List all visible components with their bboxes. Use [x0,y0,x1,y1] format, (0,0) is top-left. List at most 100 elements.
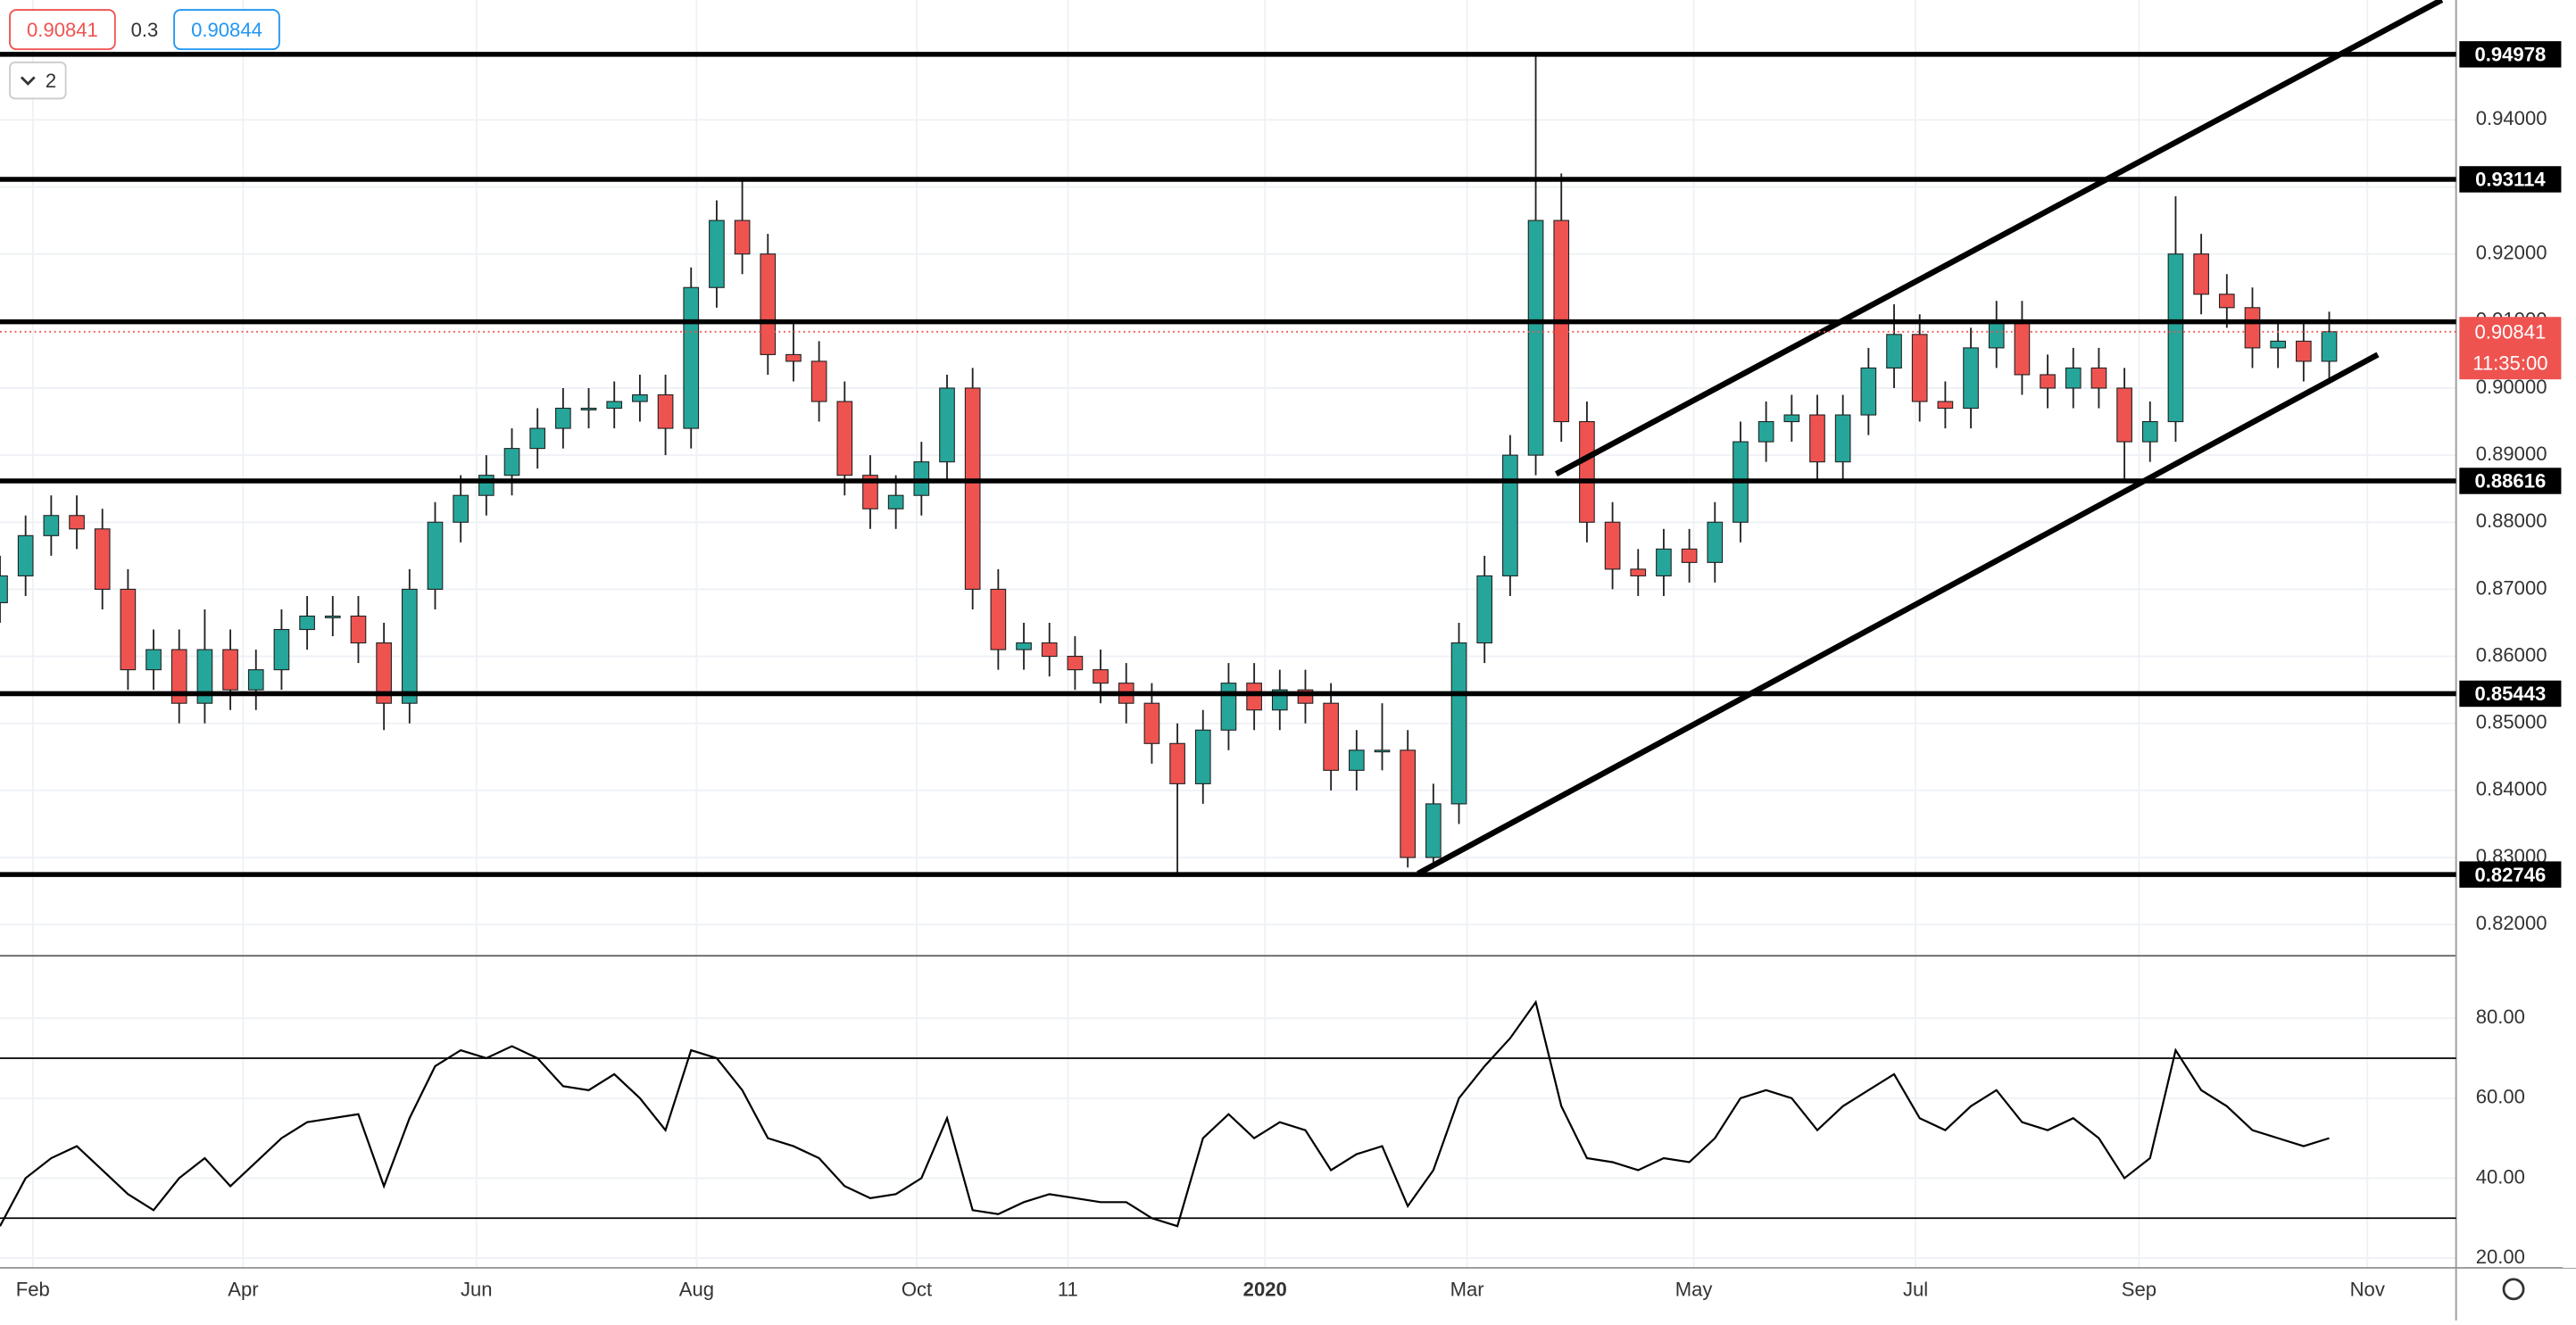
candle-body [1220,683,1237,731]
candle-body [1834,414,1851,463]
candle-body [427,521,444,590]
settings[interactable] [2502,1278,2525,1301]
candle-body [1783,414,1800,423]
candle-body [1681,548,1698,563]
candle-body [1476,575,1493,644]
candle-body [1348,749,1365,771]
x-tick-label: Oct [902,1279,932,1301]
candle-body [273,628,290,671]
candle-body [94,528,111,590]
pane-toggle[interactable] [9,62,67,100]
y-tick-label: 0.87000 [2476,576,2547,599]
y-tick-label: 0.92000 [2476,242,2547,264]
candle-body [170,649,187,704]
candle-body [350,615,367,644]
candle-body [1860,367,1877,416]
candle-body [1323,702,1339,771]
y-tick-label: 60.00 [2476,1086,2525,1108]
y-tick-label: 0.85000 [2476,711,2547,733]
candle-body [2116,387,2132,443]
candle-body [478,475,494,496]
candle-body [785,353,802,362]
legend: 0.90841 0.3 0.90844 2 [9,9,280,100]
candle-body [683,286,700,429]
x-tick-label: Feb [16,1279,50,1301]
x-tick-label: May [1675,1279,1713,1301]
level-label-bg [2459,468,2562,494]
countdown-label: 11:35:00 [2472,352,2547,374]
candle-body [939,387,955,463]
candle-body [2244,307,2261,349]
x-tick-label: 2020 [1243,1279,1287,1301]
gear-icon[interactable] [2502,1278,2525,1301]
candle-body [299,615,315,631]
candle-body [2014,320,2031,376]
candle-body [453,494,469,523]
rsi-line [0,999,2330,1228]
legend-ask: 0.90844 [191,19,262,41]
y-tick-label: 20.00 [2476,1246,2525,1268]
candle-body [1425,803,1442,858]
candle-body [964,387,981,590]
candle-body [1143,702,1160,744]
candle-body [376,642,392,704]
candle-body [862,475,878,509]
candle-body [1093,669,1109,684]
candle-body [17,534,34,576]
level-label: 0.82746 [2474,864,2546,886]
candle-body [401,588,418,704]
candle-body [1579,421,1595,523]
candle-body [2193,253,2209,295]
pane-count: 2 [46,70,56,92]
candle-body [1016,642,1032,650]
candle-body [2296,340,2312,362]
candle-body [555,407,571,429]
candle-body [990,588,1007,650]
y-tick-label: 0.86000 [2476,643,2547,666]
trendline [1554,0,2444,477]
candle-body [1757,421,1774,443]
last-price-bg [2459,317,2562,380]
candle-body [1911,334,1928,402]
y-tick-label: 0.82000 [2476,912,2547,934]
candle-body [1963,347,1979,410]
candle-body [1656,548,1672,576]
y-tick-label: 0.89000 [2476,443,2547,465]
x-tick-label: Sep [2122,1279,2156,1301]
candle-body [43,515,60,536]
legend-box [173,9,280,51]
candle-body [1246,683,1262,711]
level-label-bg [2459,861,2562,888]
candle-body [709,219,725,288]
candle-body [2141,421,2158,443]
candle-body [1937,401,1954,410]
candle-body [2040,374,2056,389]
x-tick-label: Aug [679,1279,714,1301]
candle-body [887,494,904,509]
x-tick-label: Jun [461,1279,493,1301]
y-tick-label: 40.00 [2476,1165,2525,1188]
candle-body [1374,749,1391,753]
candle-body [1988,320,2005,349]
candle-body [836,401,853,476]
legend-spread: 0.3 [131,19,159,41]
legend-box [9,9,116,51]
level-label: 0.88616 [2474,470,2546,493]
candle-body [810,360,827,402]
candle-body [69,515,85,530]
level-label: 0.93114 [2475,169,2546,191]
candle-body [324,615,341,618]
candle-body [657,393,674,429]
price-axis-panel [2563,0,2576,1268]
candle-body [2090,367,2107,389]
candle-body [1630,568,1647,576]
y-tick-label: 0.84000 [2476,778,2547,800]
candle-body [1400,749,1417,858]
y-tick-label: 0.94000 [2476,107,2547,129]
candle-body [2270,340,2286,349]
candle-body [1194,729,1211,784]
candle-body [222,649,238,691]
candle-body [1169,742,1185,784]
